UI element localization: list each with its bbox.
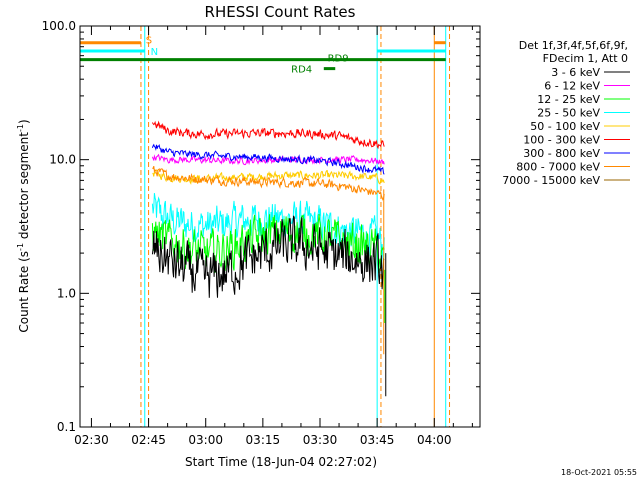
legend-label-6: 300 - 800 keV xyxy=(523,147,600,160)
x-tick-label-4: 03:30 xyxy=(303,433,338,447)
annotation-n: N xyxy=(151,47,158,58)
y-axis-label: Count Rate (s-1 detector segment-1) xyxy=(16,119,31,332)
x-tick-label-2: 03:00 xyxy=(188,433,223,447)
series-3-6-kev xyxy=(151,215,385,298)
legend-label-7: 800 - 7000 keV xyxy=(516,161,600,174)
annotation-s: S xyxy=(146,36,152,47)
x-tick-label-5: 03:45 xyxy=(360,433,395,447)
legend-label-1: 6 - 12 keV xyxy=(544,80,600,93)
y-axis-label-sup-2: -1 xyxy=(16,124,25,132)
y-tick-label-0: 0.1 xyxy=(57,420,76,434)
y-tick-label-2: 10.0 xyxy=(49,153,76,167)
series-300-800-kev xyxy=(151,143,385,175)
x-axis: 02:30 02:45 03:00 03:15 03:30 03:45 04:00 xyxy=(74,26,473,447)
series-100-300-kev xyxy=(151,120,385,150)
chart-title: RHESSI Count Rates xyxy=(205,3,356,21)
legend-label-8: 7000 - 15000 keV xyxy=(502,174,600,187)
legend-label-0: 3 - 6 keV xyxy=(551,66,600,79)
x-tick-label-0: 02:30 xyxy=(74,433,109,447)
annotation-rd9: RD9 xyxy=(328,54,349,65)
series-800-7000-kev xyxy=(152,165,385,201)
y-axis-label-part-2: detector segment xyxy=(17,132,31,243)
attenuator-bars: SN RD9 RD4 xyxy=(80,36,446,76)
footer-timestamp: 18-Oct-2021 05:55 xyxy=(561,468,637,477)
legend-label-2: 12 - 25 keV xyxy=(537,93,600,106)
y-axis-label-part-3: ) xyxy=(17,119,31,124)
series-25-50-kev xyxy=(151,193,385,262)
x-tick-label-3: 03:15 xyxy=(246,433,281,447)
y-axis-label-sup-1: -1 xyxy=(16,243,25,251)
y-axis: 0.1 1.0 10.0 100.0 xyxy=(42,19,480,434)
y-tick-label-1: 1.0 xyxy=(57,286,76,300)
y-tick-label-3: 100.0 xyxy=(42,19,76,33)
x-axis-label: Start Time (18-Jun-04 02:27:02) xyxy=(185,455,377,469)
annotation-rd4: RD4 xyxy=(291,65,312,76)
plot-frame xyxy=(79,25,481,428)
y-axis-label-part-1: Count Rate (s xyxy=(17,251,31,333)
series-group xyxy=(151,120,387,397)
legend-label-3: 25 - 50 keV xyxy=(537,107,600,120)
x-tick-label-1: 02:45 xyxy=(131,433,166,447)
x-tick-label-6: 04:00 xyxy=(417,433,452,447)
legend-header-line-1: Det 1f,3f,4f,5f,6f,9f, xyxy=(519,39,628,52)
legend-label-5: 100 - 300 keV xyxy=(523,134,600,147)
legend-header-line-2: FDecim 1, Att 0 xyxy=(543,52,628,65)
legend-label-4: 50 - 100 keV xyxy=(530,120,600,133)
series-50-100-kev xyxy=(152,169,385,185)
